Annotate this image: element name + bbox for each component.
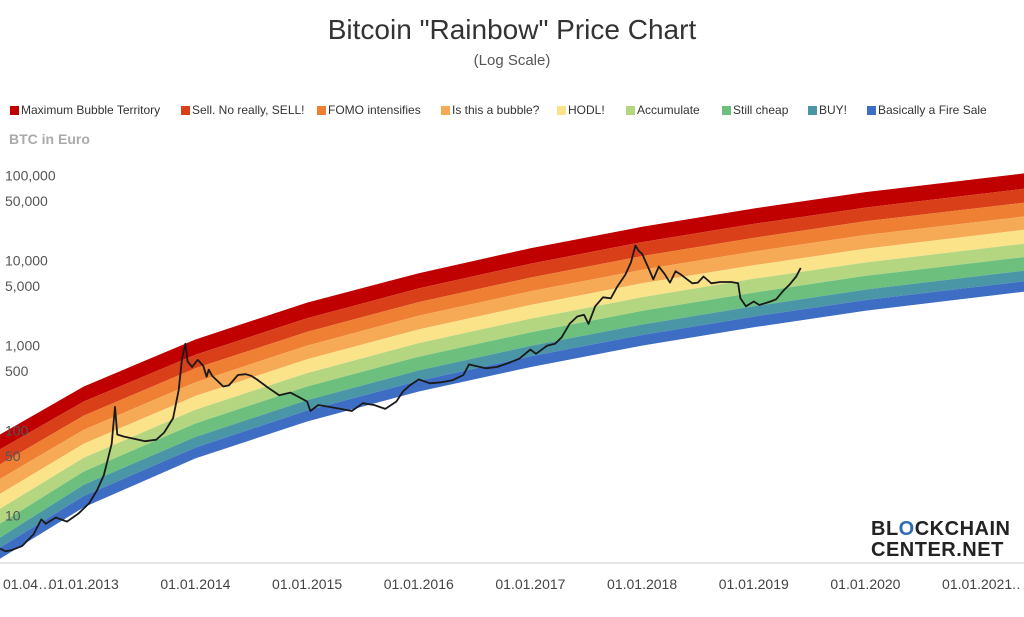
x-tick-label: 01.01.2018 <box>607 576 677 592</box>
y-tick-label: 100,000 <box>5 168 56 184</box>
brand-text-o: O <box>898 518 915 540</box>
price-line-layer <box>0 244 802 553</box>
legend-label: Still cheap <box>733 103 789 117</box>
y-tick-label: 50 <box>5 448 21 464</box>
x-tick-label: … <box>1007 576 1021 592</box>
legend-label: Accumulate <box>637 103 700 117</box>
y-tick-label: 5,000 <box>5 278 40 294</box>
legend-item-still-cheap[interactable]: Still cheap <box>722 103 788 117</box>
legend-label: BUY! <box>819 103 848 117</box>
x-tick-label: 01.04… <box>3 576 52 592</box>
legend-label: HODL! <box>568 103 605 117</box>
legend-item-fomo[interactable]: FOMO intensifies <box>317 103 421 117</box>
legend-swatch <box>722 106 731 115</box>
legend-swatch <box>557 106 566 115</box>
x-tick-label: 01.01.2015 <box>272 576 342 592</box>
x-tick-label: 01.01.2013 <box>49 576 119 592</box>
legend-swatch <box>181 106 190 115</box>
legend-swatch <box>808 106 817 115</box>
y-tick-label: 10,000 <box>5 253 48 269</box>
brand-text-a: BL <box>871 518 899 540</box>
x-tick-label: 01.01.2017 <box>495 576 565 592</box>
price-line-0 <box>0 244 802 553</box>
chart-title: Bitcoin "Rainbow" Price Chart <box>327 14 697 45</box>
legend-item-fire-sale[interactable]: Basically a Fire Sale <box>867 103 987 117</box>
y-tick-label: 500 <box>5 363 29 379</box>
legend-label: Is this a bubble? <box>452 103 540 117</box>
legend-label: Maximum Bubble Territory <box>21 103 161 117</box>
x-tick-label: 01.01.2021 <box>942 576 1012 592</box>
legend-item-accumulate[interactable]: Accumulate <box>626 103 700 117</box>
brand-line-1: BLOCKCHAIN <box>871 519 1010 540</box>
legend-swatch <box>867 106 876 115</box>
legend-label: Basically a Fire Sale <box>878 103 987 117</box>
x-tick-label: 01.01.2016 <box>384 576 454 592</box>
brand-text-b: CKCHAIN <box>914 518 1011 540</box>
legend-swatch <box>317 106 326 115</box>
legend-swatch <box>626 106 635 115</box>
legend-item-buy[interactable]: BUY! <box>808 103 847 117</box>
y-tick-label: 10 <box>5 508 21 524</box>
legend-swatch <box>10 106 19 115</box>
brand-logo[interactable]: BLOCKCHAIN CENTER.NET <box>871 519 1010 561</box>
chart-subtitle: (Log Scale) <box>473 52 551 69</box>
legend-item-maximum-bubble[interactable]: Maximum Bubble Territory <box>10 103 160 117</box>
legend-item-sell[interactable]: Sell. No really, SELL! <box>181 103 305 117</box>
y-axis-title: BTC in Euro <box>9 131 90 147</box>
y-tick-label: 1,000 <box>5 338 40 354</box>
brand-line-2: CENTER.NET <box>871 539 1004 561</box>
legend-label: Sell. No really, SELL! <box>192 103 305 117</box>
y-tick-label: 100 <box>5 423 29 439</box>
x-tick-label: 01.01.2019 <box>719 576 789 592</box>
legend-item-bubble[interactable]: Is this a bubble? <box>441 103 539 117</box>
x-tick-label: 01.01.2020 <box>830 576 900 592</box>
rainbow-bands <box>0 173 1024 559</box>
y-axis-ticks: 10 50 100 500 1,000 5,000 10,000 50,000 100,000 <box>5 168 56 524</box>
legend-swatch <box>441 106 450 115</box>
y-tick-label: 50,000 <box>5 193 48 209</box>
legend-item-hodl[interactable]: HODL! <box>557 103 605 117</box>
legend-label: FOMO intensifies <box>328 103 421 117</box>
x-axis: 01.04…01.01.2013 01.01.2014 01.01.2015 01.0… <box>0 562 1024 592</box>
x-tick-label: 01.01.2014 <box>160 576 230 592</box>
